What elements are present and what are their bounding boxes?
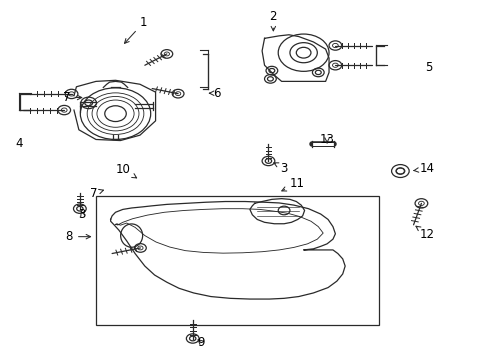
Text: 2: 2: [270, 10, 277, 31]
Text: 6: 6: [210, 87, 220, 100]
Bar: [96, 196, 379, 325]
Text: 7: 7: [63, 91, 82, 104]
Text: 7: 7: [90, 187, 103, 200]
Text: 3: 3: [78, 208, 86, 221]
Text: 14: 14: [414, 162, 435, 175]
Text: 8: 8: [66, 230, 91, 243]
Text: 4: 4: [16, 137, 23, 150]
Text: 12: 12: [416, 226, 435, 241]
Text: 5: 5: [425, 61, 432, 74]
Text: 10: 10: [115, 163, 137, 178]
Text: 11: 11: [282, 177, 305, 191]
Text: 3: 3: [274, 162, 288, 175]
Text: 13: 13: [319, 133, 335, 146]
Text: 1: 1: [124, 16, 147, 43]
Text: 9: 9: [197, 336, 205, 349]
